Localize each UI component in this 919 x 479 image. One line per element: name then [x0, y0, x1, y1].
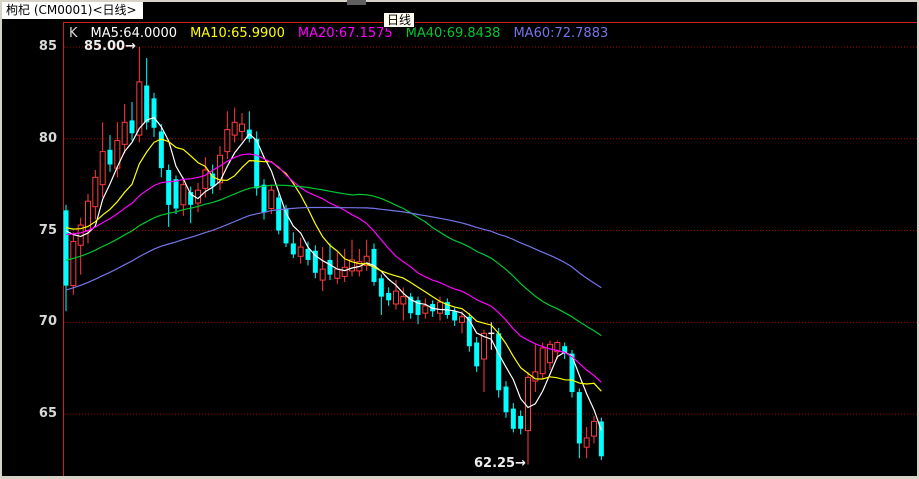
chart-type-indicator: K: [69, 26, 78, 41]
ma60-legend-label: MA60:72.7883: [513, 26, 609, 41]
ma40-line: [65, 184, 602, 337]
low-price-annotation: 62.25→: [473, 456, 526, 471]
ma5-line: [65, 116, 602, 431]
ma10-line: [65, 138, 602, 392]
ma10-legend-label: MA10:65.9900: [190, 26, 285, 41]
window-border-top: [0, 0, 919, 2]
ma40-legend-label: MA40:69.8438: [405, 26, 501, 41]
ma20-line: [65, 153, 602, 383]
ma60-line: [65, 206, 602, 291]
y-axis-label: 70: [38, 314, 57, 330]
splitter-handle[interactable]: [347, 0, 366, 5]
window-border-left: [0, 0, 2, 479]
ma5-legend-label: MA5:64.0000: [90, 26, 178, 41]
y-axis-label: 80: [38, 130, 57, 146]
window-border-right: [917, 0, 919, 479]
high-price-annotation: 85.00→: [83, 39, 136, 54]
ma20-legend-label: MA20:67.1575: [297, 26, 393, 41]
period-label: 日线: [383, 12, 416, 28]
window-border-bottom: [0, 476, 919, 479]
chart-pane-top-border: [63, 22, 919, 23]
y-axis-label: 65: [38, 406, 57, 422]
window-title: 枸杞 (CM0001)<日线>: [2, 2, 143, 19]
price-axis-line: [63, 22, 64, 477]
y-axis-label: 75: [38, 222, 57, 238]
y-axis-label: 85: [38, 39, 57, 54]
ma-legend: K MA5:64.0000 MA10:65.9900 MA20:67.1575 …: [69, 26, 608, 41]
